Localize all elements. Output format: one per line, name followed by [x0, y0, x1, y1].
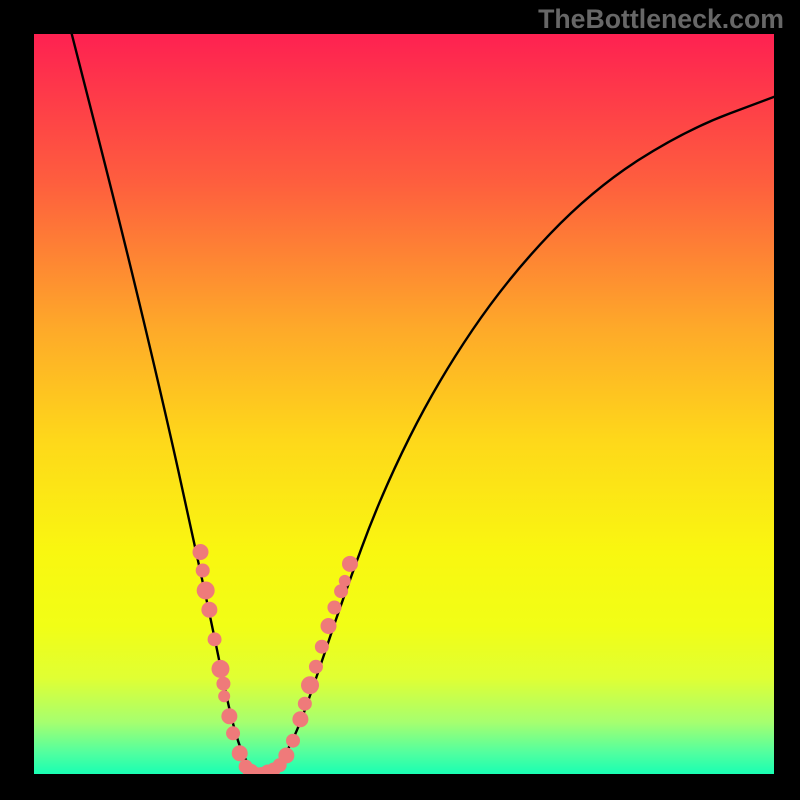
marker-dot [218, 690, 230, 702]
marker-dot [342, 556, 358, 572]
chart-canvas: TheBottleneck.com [0, 0, 800, 800]
marker-dot [201, 602, 217, 618]
marker-dot [315, 640, 329, 654]
marker-dot [278, 748, 294, 764]
marker-dot [339, 575, 351, 587]
marker-dot [292, 711, 308, 727]
marker-dot [208, 632, 222, 646]
marker-dot [298, 697, 312, 711]
marker-dot [301, 676, 319, 694]
marker-dot [197, 581, 215, 599]
marker-dot [221, 708, 237, 724]
marker-dot [286, 734, 300, 748]
plot-area [34, 34, 774, 774]
marker-dot [226, 726, 240, 740]
marker-dot [321, 618, 337, 634]
marker-dot [193, 544, 209, 560]
marker-dot [327, 601, 341, 615]
marker-dot [216, 677, 230, 691]
marker-dot [309, 660, 323, 674]
watermark-text: TheBottleneck.com [538, 4, 784, 35]
marker-dot [232, 745, 248, 761]
marker-dot [196, 564, 210, 578]
marker-dot [211, 660, 229, 678]
